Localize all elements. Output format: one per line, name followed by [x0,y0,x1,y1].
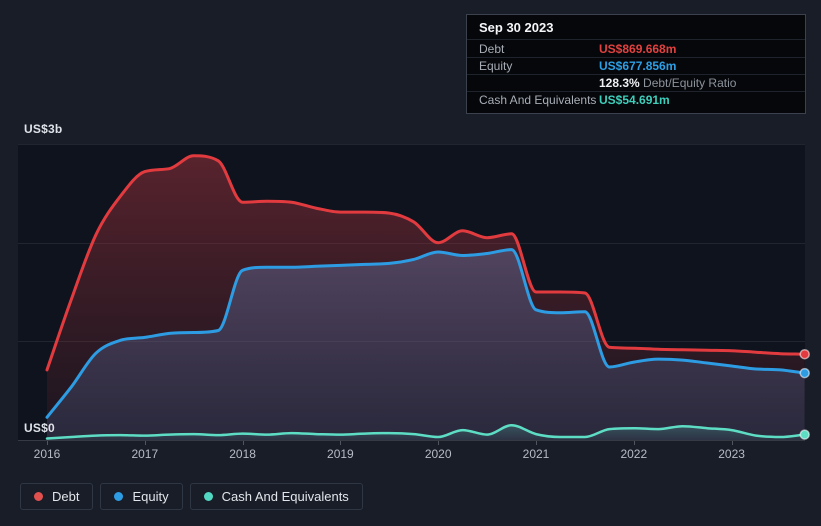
tooltip-equity-label: Equity [479,59,513,73]
tooltip-debt-row: Debt US$869.668m [467,39,805,57]
tooltip-cash-value: US$54.691m [599,93,670,107]
tooltip-equity-value: US$677.856m [599,59,677,73]
tooltip-ratio-value: 128.3% [599,76,640,90]
x-axis-label-2020: 2020 [424,447,452,461]
equity-area [47,249,805,440]
x-axis-label-2017: 2017 [131,447,159,461]
legend-item-debt[interactable]: Debt [20,483,94,510]
y-axis-label-top: US$3b [24,122,63,136]
debt-series-dot-icon [34,492,43,501]
x-axis-label-2019: 2019 [327,447,354,461]
y-axis-label-zero: US$0 [24,421,55,435]
cash-and-equivalents-marker [799,429,810,440]
cash-and-equivalents-line [45,423,806,440]
tooltip-date: Sep 30 2023 [479,20,554,35]
x-axis-label-2018: 2018 [229,447,256,461]
x-axis-label-2023: 2023 [718,447,745,461]
debt-marker [799,348,810,360]
legend-label-cash: Cash And Equivalents [221,489,349,504]
equity-line [45,248,807,419]
tooltip-debt-label: Debt [479,41,505,56]
cash-series-dot-icon [203,492,213,501]
chart-tooltip: Sep 30 2023 Debt US$869.668m Equity US$6… [466,14,806,114]
equity-series-dot-icon [114,492,124,501]
equity-marker [799,367,810,379]
legend-label-debt: Debt [52,489,80,504]
tooltip-equity-row: Equity US$677.856m [467,57,805,74]
x-axis-label-2022: 2022 [620,447,648,461]
x-axis-label-2016: 2016 [33,447,61,461]
tooltip-ratio-row: 128.3% Debt/Equity Ratio [467,74,805,91]
legend-item-cash[interactable]: Cash And Equivalents [189,483,363,510]
legend-item-equity[interactable]: Equity [100,483,183,510]
tooltip-ratio-label: Debt/Equity Ratio [643,76,737,90]
debt-line [45,154,807,372]
legend-label-equity: Equity [132,489,169,504]
tooltip-cash-label: Cash And Equivalents [479,93,597,107]
legend: Debt Equity Cash And Equivalents [20,483,363,510]
x-axis-label-2021: 2021 [522,447,550,461]
tooltip-debt-value: US$869.668m [599,41,677,56]
tooltip-cash-row: Cash And Equivalents US$54.691m [467,91,805,108]
